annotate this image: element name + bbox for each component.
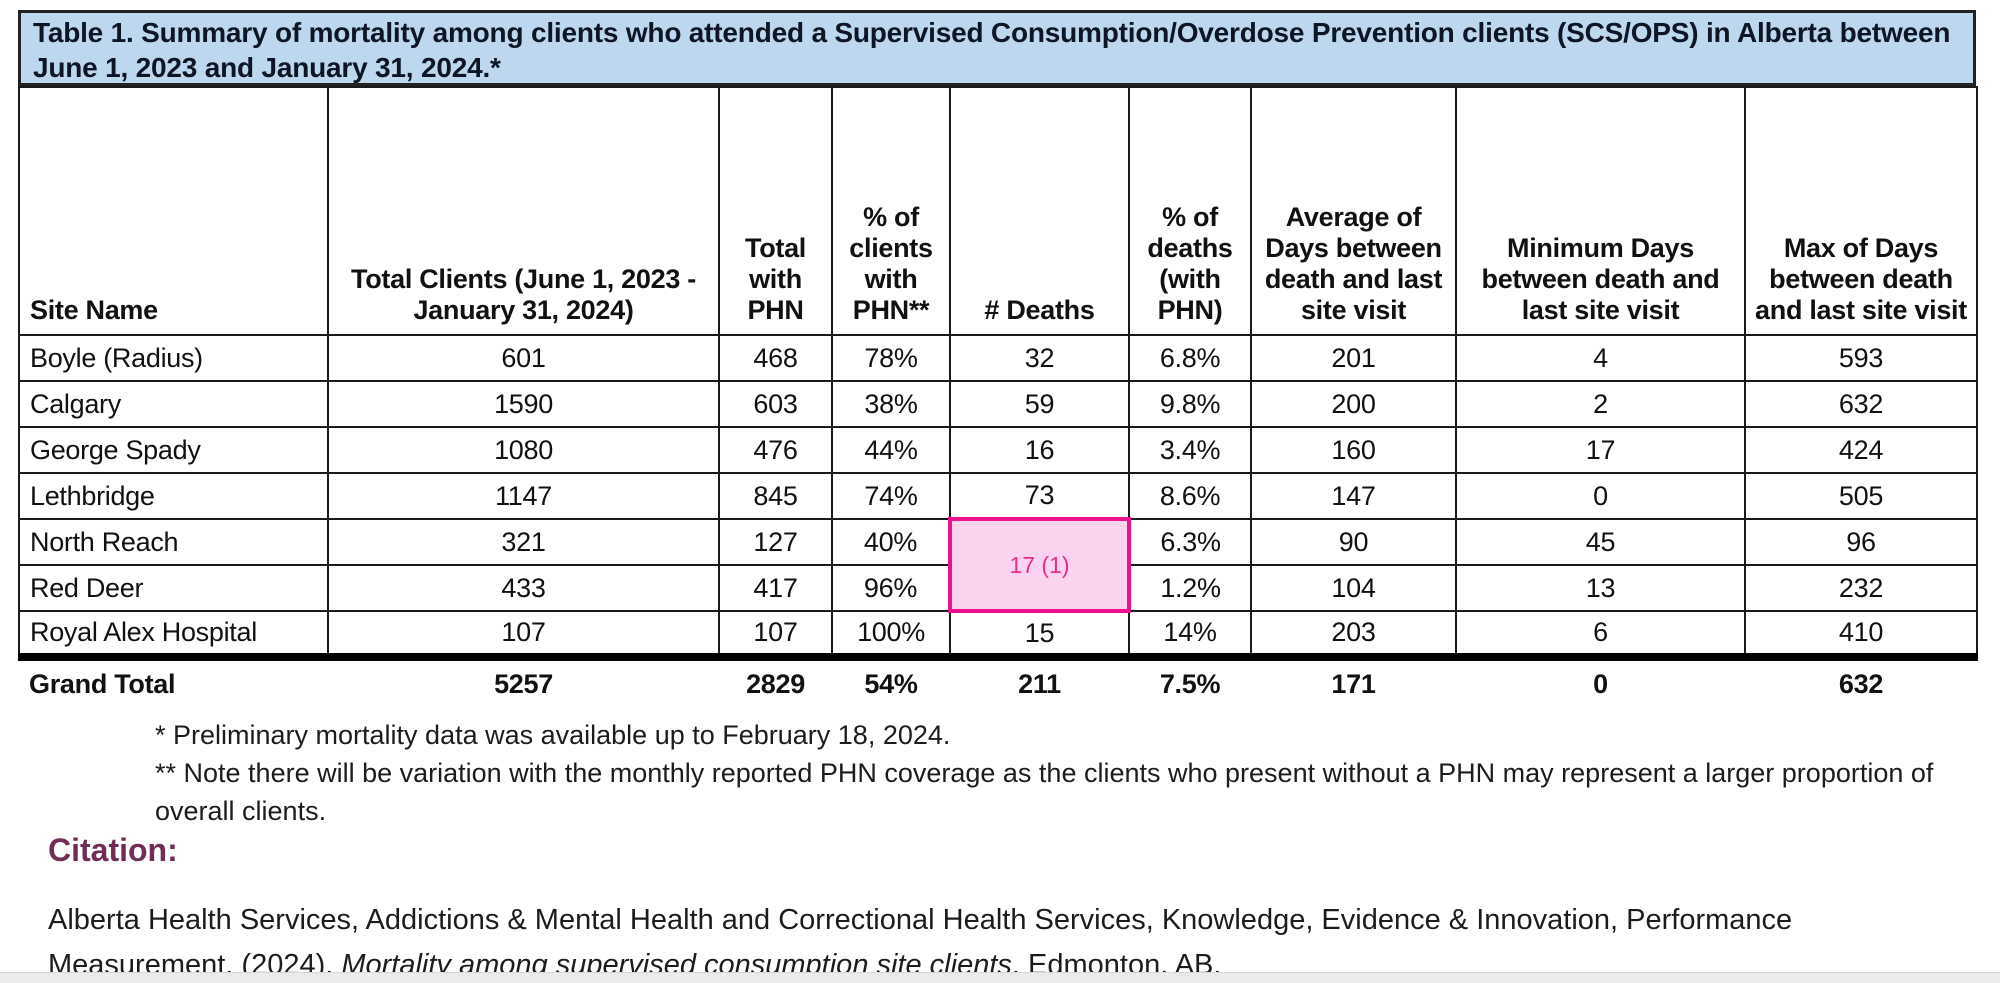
cell-deaths: 16: [949, 426, 1130, 474]
cell-pct-deaths-phn: 14%: [1128, 610, 1252, 658]
cell-max-days: 593: [1744, 334, 1978, 382]
table-row: George Spady 1080 476 44% 16 3.4% 160 17…: [18, 426, 1978, 474]
cell-site-name: North Reach: [18, 518, 329, 566]
cell-deaths: 59: [949, 380, 1130, 428]
cell-avg-days: 201: [1250, 334, 1457, 382]
cell-max-days: 96: [1744, 518, 1978, 566]
col-header-total-clients: Total Clients (June 1, 2023 - January 31…: [327, 86, 720, 336]
cell-total-with-phn: 476: [718, 426, 833, 474]
cell-pct-clients-phn: 38%: [831, 380, 951, 428]
cell-total-clients: 107: [327, 610, 720, 658]
cell-total-with-phn: 468: [718, 334, 833, 382]
table-row: Calgary 1590 603 38% 59 9.8% 200 2 632: [18, 380, 1978, 428]
cell-deaths: 32: [949, 334, 1130, 382]
cell-site-name: Lethbridge: [18, 472, 329, 520]
cell-max-days: 632: [1744, 380, 1978, 428]
grand-total-pct-clients-phn: 54%: [832, 653, 950, 707]
cell-min-days: 2: [1455, 380, 1746, 428]
table-row: Lethbridge 1147 845 74% 73 8.6% 147 0 50…: [18, 472, 1978, 520]
cell-pct-clients-phn: 96%: [831, 564, 951, 612]
cell-min-days: 45: [1455, 518, 1746, 566]
cell-pct-deaths-phn: 6.3%: [1128, 518, 1252, 566]
col-header-site-name: Site Name: [18, 86, 329, 336]
grand-total-with-phn: 2829: [719, 653, 832, 707]
table-row: Red Deer 433 417 96% 1.2% 104 13 232: [18, 564, 1978, 612]
cell-avg-days: 200: [1250, 380, 1457, 428]
cell-max-days: 232: [1744, 564, 1978, 612]
cell-site-name: Royal Alex Hospital: [18, 610, 329, 658]
cell-min-days: 4: [1455, 334, 1746, 382]
cell-pct-clients-phn: 100%: [831, 610, 951, 658]
cell-max-days: 424: [1744, 426, 1978, 474]
cell-avg-days: 147: [1250, 472, 1457, 520]
cell-pct-clients-phn: 74%: [831, 472, 951, 520]
table-row: North Reach 321 127 40% 17 (1) 6.3% 90 4…: [18, 517, 1978, 613]
col-header-avg-days: Average of Days between death and last s…: [1250, 86, 1457, 336]
mortality-summary-table: Site Name Total Clients (June 1, 2023 - …: [18, 86, 1978, 707]
table-row: Boyle (Radius) 601 468 78% 32 6.8% 201 4…: [18, 334, 1978, 382]
cell-pct-deaths-phn: 1.2%: [1128, 564, 1252, 612]
cell-total-clients: 1590: [327, 380, 720, 428]
cell-site-name: George Spady: [18, 426, 329, 474]
grand-total-pct-deaths-phn: 7.5%: [1129, 653, 1251, 707]
col-header-deaths: # Deaths: [949, 86, 1130, 336]
cell-deaths: 15: [949, 610, 1130, 658]
table-title: Table 1. Summary of mortality among clie…: [18, 10, 1976, 86]
cell-total-with-phn: 603: [718, 380, 833, 428]
grand-total-min-days: 0: [1456, 653, 1745, 707]
col-header-pct-clients-phn: % of clients with PHN**: [831, 86, 951, 336]
grand-total-row: Grand Total 5257 2829 54% 211 7.5% 171 0…: [19, 653, 1977, 707]
cell-pct-deaths-phn: 6.8%: [1128, 334, 1252, 382]
grand-total-label: Grand Total: [19, 653, 328, 707]
cell-pct-deaths-phn: 8.6%: [1128, 472, 1252, 520]
col-header-pct-deaths-phn: % of deaths (with PHN): [1128, 86, 1252, 336]
header-row: Site Name Total Clients (June 1, 2023 - …: [18, 86, 1978, 336]
cell-total-with-phn: 417: [718, 564, 833, 612]
citation-text-before-italic: Alberta Health Services, Addictions & Me…: [48, 904, 1793, 981]
cell-pct-deaths-phn: 3.4%: [1128, 426, 1252, 474]
grand-total-deaths: 211: [950, 653, 1129, 707]
grand-total-clients: 5257: [328, 653, 719, 707]
cell-max-days: 410: [1744, 610, 1978, 658]
col-header-max-days: Max of Days between death and last site …: [1744, 86, 1978, 336]
cell-avg-days: 90: [1250, 518, 1457, 566]
citation-heading: Citation:: [48, 832, 178, 868]
col-header-total-with-phn: Total with PHN: [718, 86, 833, 336]
grand-total-max-days: 632: [1745, 653, 1977, 707]
cell-total-clients: 601: [327, 334, 720, 382]
bottom-divider: [0, 972, 2000, 983]
cell-deaths: 73: [949, 472, 1130, 520]
footnote-preliminary-data: * Preliminary mortality data was availab…: [155, 720, 951, 750]
col-header-min-days: Minimum Days between death and last site…: [1455, 86, 1746, 336]
cell-site-name: Red Deer: [18, 564, 329, 612]
cell-pct-clients-phn: 40%: [831, 518, 951, 566]
grand-total-avg-days: 171: [1251, 653, 1456, 707]
cell-pct-deaths-phn: 9.8%: [1128, 380, 1252, 428]
table-row: Royal Alex Hospital 107 107 100% 15 14% …: [18, 610, 1978, 658]
cell-max-days: 505: [1744, 472, 1978, 520]
footnotes: * Preliminary mortality data was availab…: [155, 716, 1955, 830]
cell-min-days: 13: [1455, 564, 1746, 612]
cell-min-days: 17: [1455, 426, 1746, 474]
cell-total-with-phn: 127: [718, 518, 833, 566]
citation-text: Alberta Health Services, Addictions & Me…: [48, 898, 1928, 983]
cell-total-clients: 433: [327, 564, 720, 612]
cell-total-with-phn: 845: [718, 472, 833, 520]
cell-total-clients: 321: [327, 518, 720, 566]
cell-site-name: Calgary: [18, 380, 329, 428]
cell-avg-days: 104: [1250, 564, 1457, 612]
cell-total-clients: 1147: [327, 472, 720, 520]
cell-pct-clients-phn: 44%: [831, 426, 951, 474]
footnote-phn-variation: ** Note there will be variation with the…: [155, 758, 1934, 826]
highlighted-merged-deaths-cell: 17 (1): [948, 517, 1131, 613]
cell-avg-days: 160: [1250, 426, 1457, 474]
cell-pct-clients-phn: 78%: [831, 334, 951, 382]
cell-site-name: Boyle (Radius): [18, 334, 329, 382]
cell-total-with-phn: 107: [718, 610, 833, 658]
cell-min-days: 0: [1455, 472, 1746, 520]
cell-min-days: 6: [1455, 610, 1746, 658]
cell-total-clients: 1080: [327, 426, 720, 474]
cell-avg-days: 203: [1250, 610, 1457, 658]
